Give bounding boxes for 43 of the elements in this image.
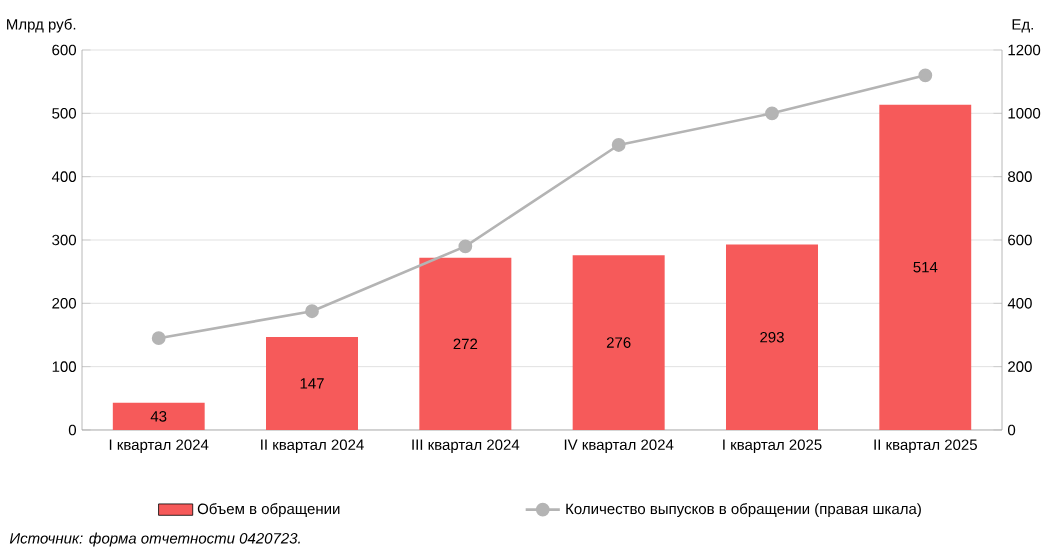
bar — [879, 104, 972, 430]
x-tick-label: III квартал 2024 — [412, 439, 520, 453]
y-tick-label: 300 — [52, 234, 77, 246]
point — [918, 68, 933, 83]
point — [305, 304, 319, 319]
y-tick-label: 200 — [52, 298, 77, 309]
data-label: 147 — [300, 378, 324, 389]
y-tick-label: 600 — [52, 44, 77, 56]
bar — [112, 402, 205, 430]
x-tick-label: I квартал 2025 — [723, 439, 822, 453]
bar — [266, 336, 359, 430]
y-tick-label: 400 — [51, 171, 77, 182]
data-label: 43 — [150, 411, 167, 422]
y2-tick-label: 600 — [1008, 234, 1032, 246]
point — [151, 331, 166, 346]
x-tick-label: I квартал 2024 — [109, 439, 209, 453]
text: Источник: форма отчетности 0420723. — [9, 532, 300, 547]
data-label: 276 — [606, 337, 631, 348]
y2-tick-label: 400 — [1007, 298, 1032, 309]
y-tick-label: 100 — [52, 361, 77, 372]
point — [458, 239, 473, 254]
y-tick-label: 0 — [68, 424, 77, 436]
x-tick-label: IV квартал 2024 — [564, 439, 674, 453]
y-tick-label: 500 — [52, 108, 77, 119]
data-label: 514 — [913, 261, 938, 273]
legend-label: Объем в обращении — [197, 502, 340, 518]
x-tick-label: II квартал 2025 — [874, 439, 977, 453]
data-label: 272 — [453, 338, 478, 350]
y2-tick-label: 800 — [1008, 171, 1032, 182]
y2-tick-label: 0 — [1008, 424, 1016, 436]
y2-tick-label: 200 — [1008, 361, 1032, 372]
y-axis-title: Млрд руб. — [7, 18, 76, 33]
point — [611, 138, 626, 152]
y2-tick-label: 1000 — [1008, 108, 1041, 119]
point — [765, 106, 779, 121]
bar — [419, 257, 512, 430]
data-label: 293 — [760, 331, 784, 343]
legend-label: Количество выпусков в обращении (правая шкала) — [566, 502, 921, 518]
y2-axis-title: Ед. — [1012, 19, 1033, 33]
bar — [726, 244, 819, 430]
x-tick-label: II квартал 2024 — [261, 439, 364, 453]
bar — [572, 255, 665, 430]
y2-tick-label: 1200 — [1008, 44, 1041, 56]
